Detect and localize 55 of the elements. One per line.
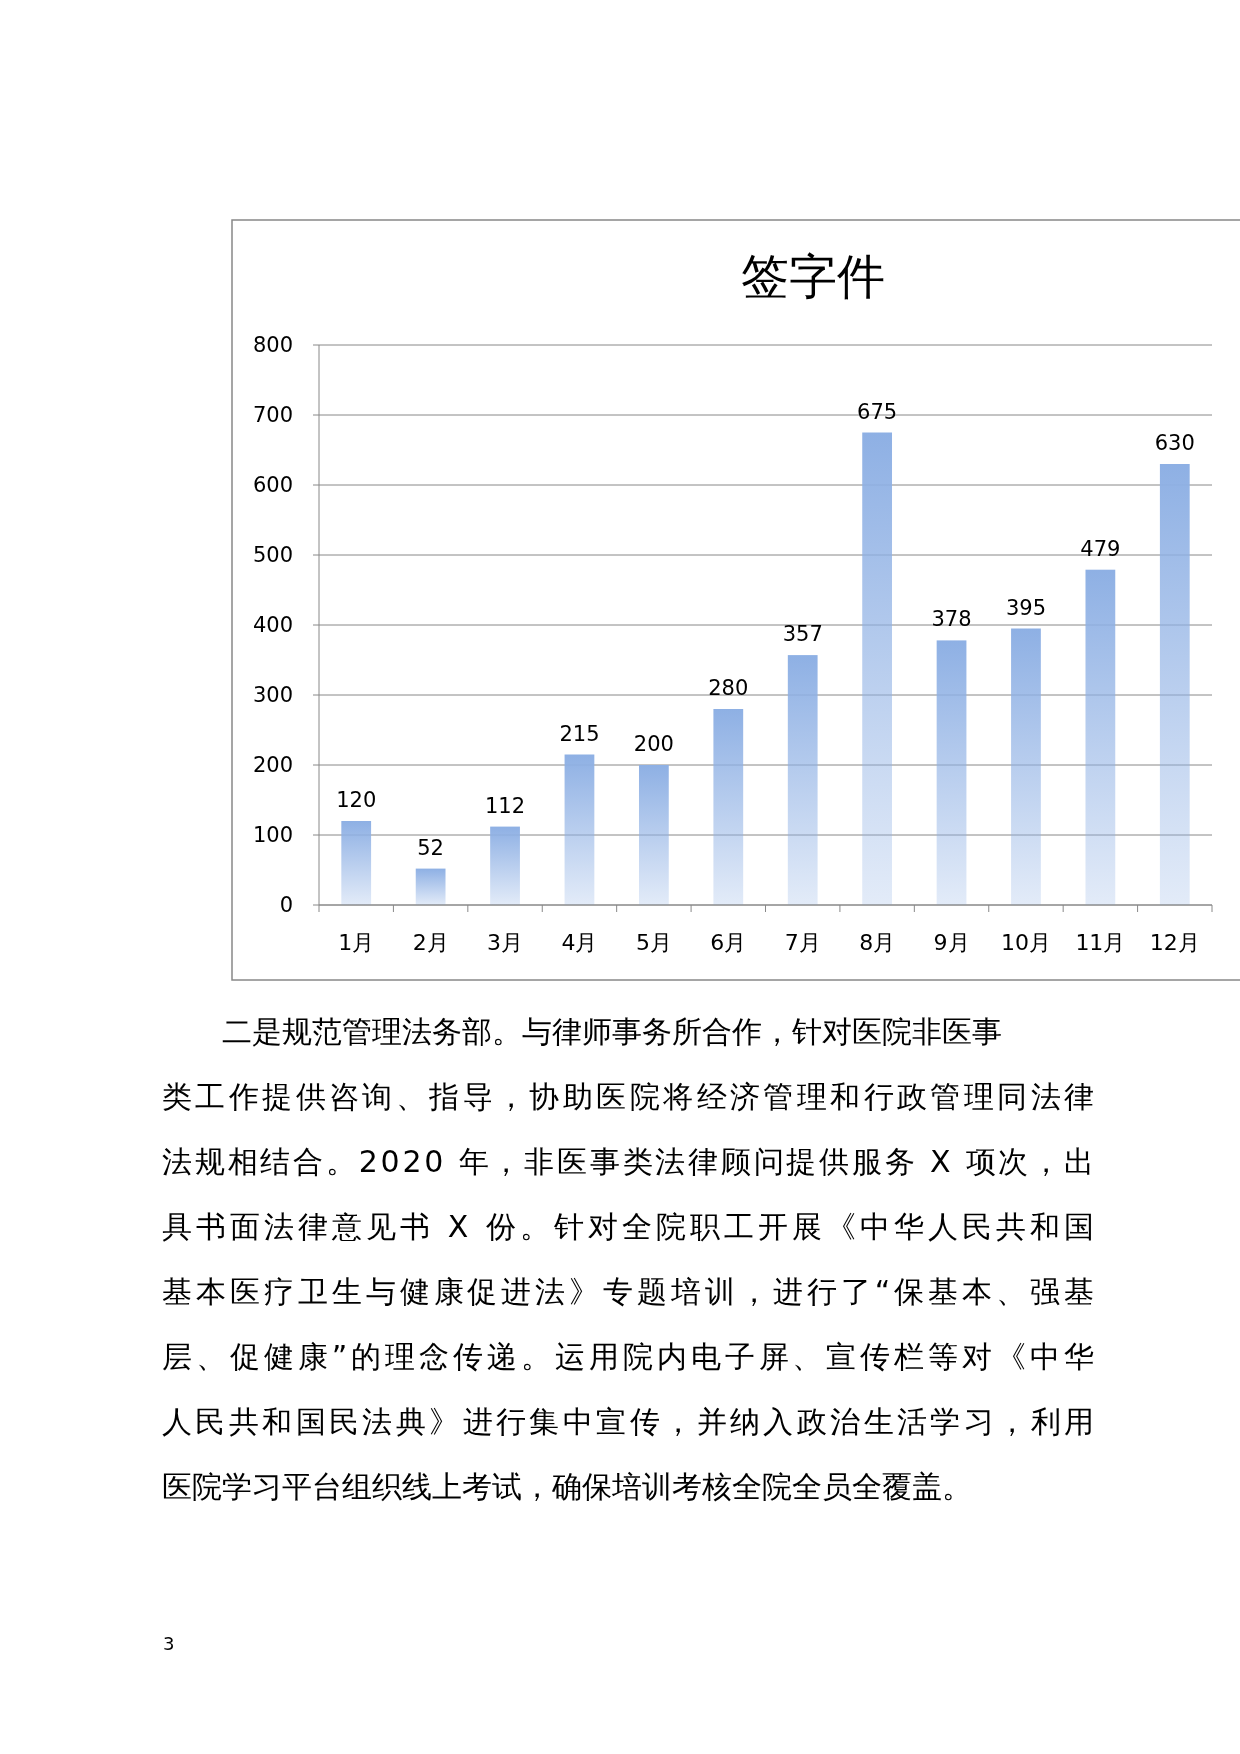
x-tick-label: 11月 bbox=[1075, 930, 1126, 955]
data-label: 675 bbox=[857, 399, 898, 424]
data-label: 479 bbox=[1080, 536, 1121, 561]
bar bbox=[936, 640, 967, 905]
x-tick-label: 1月 bbox=[338, 930, 375, 955]
x-tick-label: 3月 bbox=[487, 930, 524, 955]
text: 具书面法律意见书 X 份。针对全院职工开展《中华人民共和国 bbox=[162, 1209, 1094, 1244]
data-label: 280 bbox=[708, 676, 749, 700]
y-tick-label: 500 bbox=[252, 543, 293, 568]
bar bbox=[787, 655, 818, 905]
bar bbox=[1085, 569, 1116, 905]
data-label: 378 bbox=[931, 607, 972, 632]
data-label: 52 bbox=[417, 835, 444, 860]
data-label: 120 bbox=[336, 788, 377, 812]
bar bbox=[1159, 464, 1190, 905]
bar bbox=[713, 709, 744, 905]
bar bbox=[862, 432, 893, 905]
text: 3 bbox=[163, 1633, 175, 1654]
bar bbox=[415, 868, 446, 905]
bar bbox=[564, 754, 595, 905]
y-tick-label: 700 bbox=[252, 403, 293, 428]
y-tick-label: 300 bbox=[252, 683, 293, 708]
y-tick-label: 0 bbox=[279, 893, 293, 918]
data-label: 200 bbox=[633, 732, 674, 756]
text: 层、促健康”的理念传递。运用院内电子屏、宣传栏等对《中华 bbox=[162, 1339, 1094, 1374]
bar bbox=[1011, 628, 1041, 905]
x-tick-label: 8月 bbox=[859, 930, 896, 955]
x-tick-label: 10月 bbox=[1000, 930, 1051, 955]
chart-title: 签字件 bbox=[741, 248, 885, 304]
y-tick-label: 800 bbox=[252, 333, 293, 358]
y-tick-label: 200 bbox=[252, 753, 293, 778]
text: 法规相结合。2020 年，非医事类法律顾问提供服务 X 项次，出 bbox=[162, 1144, 1094, 1179]
x-tick-label: 7月 bbox=[784, 930, 821, 955]
text: 基本医疗卫生与健康促进法》专题培训，进行了“保基本、强基 bbox=[162, 1274, 1094, 1309]
x-tick-label: 12月 bbox=[1149, 930, 1200, 955]
text: 医院学习平台组织线上考试，确保培训考核全院全员全覆盖。 bbox=[162, 1469, 972, 1504]
data-label: 215 bbox=[559, 721, 600, 746]
x-tick-label: 6月 bbox=[710, 930, 747, 955]
data-label: 357 bbox=[782, 622, 823, 647]
bar bbox=[341, 821, 372, 905]
data-label: 395 bbox=[1005, 595, 1047, 620]
data-label: 112 bbox=[484, 793, 526, 818]
bar bbox=[638, 765, 669, 905]
x-tick-label: 5月 bbox=[635, 930, 672, 955]
data-label: 630 bbox=[1154, 431, 1195, 455]
x-tick-label: 9月 bbox=[933, 930, 970, 955]
text: 类工作提供咨询、指导，协助医院将经济管理和行政管理同法律 bbox=[162, 1079, 1094, 1114]
bar bbox=[490, 826, 520, 905]
x-tick-label: 2月 bbox=[412, 930, 449, 955]
text: 人民共和国民法典》进行集中宣传，并纳入政治生活学习，利用 bbox=[162, 1404, 1094, 1439]
x-tick-label: 4月 bbox=[561, 930, 598, 955]
y-tick-label: 100 bbox=[252, 823, 293, 848]
text: 二是规范管理法务部。与律师事务所合作，针对医院非医事 bbox=[222, 1014, 1002, 1049]
y-tick-label: 400 bbox=[252, 613, 293, 638]
y-tick-label: 600 bbox=[252, 473, 293, 498]
